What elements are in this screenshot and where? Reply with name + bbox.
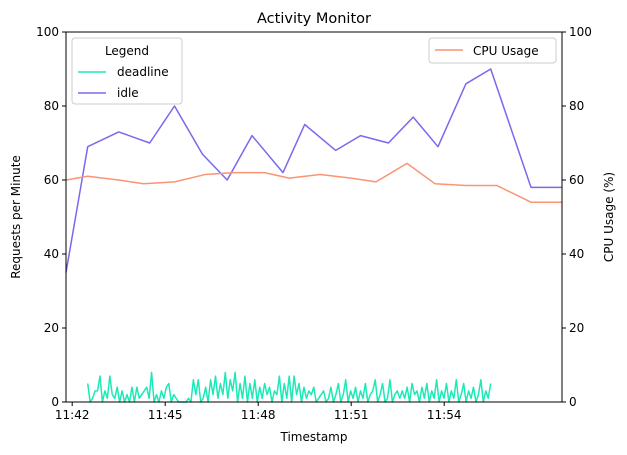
series-layer <box>65 68 562 403</box>
chart-title: Activity Monitor <box>257 11 371 27</box>
right-y-tick-label: 20 <box>569 321 584 335</box>
x-tick-label: 11:42 <box>55 408 90 422</box>
series-line-idle <box>65 68 562 273</box>
right-y-tick-label: 80 <box>569 99 584 113</box>
left-y-tick-label: 40 <box>44 247 59 261</box>
x-tick-label: 11:48 <box>241 408 276 422</box>
series-line-deadline <box>86 371 492 403</box>
plot-area-frame <box>65 31 563 403</box>
legend-left-title: Legend <box>105 44 149 58</box>
left-y-tick-label: 100 <box>36 25 59 39</box>
legend-right: CPU Usage <box>428 37 557 64</box>
legend-left: Legend deadline idle <box>71 37 183 105</box>
right-y-tick-label: 40 <box>569 247 584 261</box>
legend-left-frame <box>71 37 183 105</box>
left-y-axis-label: Requests per Minute <box>9 155 23 279</box>
right-y-tick-label: 60 <box>569 173 584 187</box>
x-axis: 11:42 11:45 11:48 11:51 11:54 <box>55 402 462 422</box>
legend-label-cpu-usage: CPU Usage <box>473 44 539 58</box>
x-axis-label: Timestamp <box>280 430 348 444</box>
right-y-tick-label: 0 <box>569 395 577 409</box>
legend-label-idle: idle <box>117 86 139 100</box>
legend-right-frame <box>428 37 557 64</box>
x-tick-label: 11:51 <box>334 408 369 422</box>
left-y-tick-label: 60 <box>44 173 59 187</box>
x-tick-label: 11:54 <box>427 408 462 422</box>
left-y-tick-label: 0 <box>51 395 59 409</box>
left-y-tick-label: 20 <box>44 321 59 335</box>
x-tick-label: 11:45 <box>148 408 183 422</box>
series-line-cpu-usage <box>65 162 562 203</box>
right-y-axis-label: CPU Usage (%) <box>602 172 616 262</box>
legend-label-deadline: deadline <box>117 65 169 79</box>
left-y-tick-label: 80 <box>44 99 59 113</box>
left-y-axis: 0 20 40 60 80 100 <box>36 25 66 409</box>
right-y-axis: 0 20 40 60 80 100 <box>562 25 592 409</box>
right-y-tick-label: 100 <box>569 25 592 39</box>
